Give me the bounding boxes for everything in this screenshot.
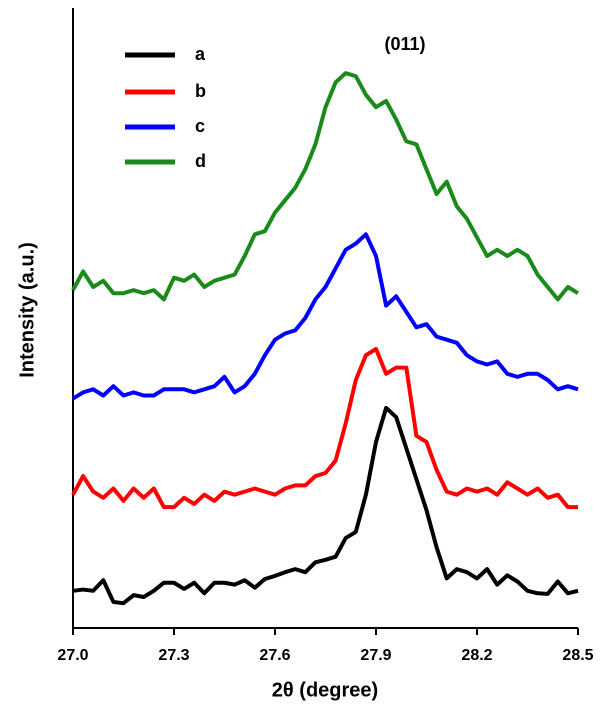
series-line: [71, 232, 579, 401]
x-tick-label: 27.0: [57, 647, 88, 664]
x-axis-label: 2θ (degree): [272, 679, 378, 701]
x-tick-label: 27.6: [259, 647, 290, 664]
series-line: [72, 405, 579, 606]
legend-label: a: [195, 44, 206, 64]
x-tick-label: 28.2: [461, 647, 492, 664]
x-tick-label: 28.5: [562, 647, 593, 664]
x-tick-label: 27.3: [158, 647, 189, 664]
legend-label: d: [195, 151, 206, 171]
legend-label: c: [195, 116, 205, 136]
x-tick-label: 27.9: [360, 647, 391, 664]
legend-label: b: [195, 81, 206, 101]
annotation: (011): [384, 34, 425, 54]
y-axis-label: Intensity (a.u.): [16, 242, 38, 378]
series-line: [71, 347, 578, 510]
series-line: [71, 71, 580, 302]
